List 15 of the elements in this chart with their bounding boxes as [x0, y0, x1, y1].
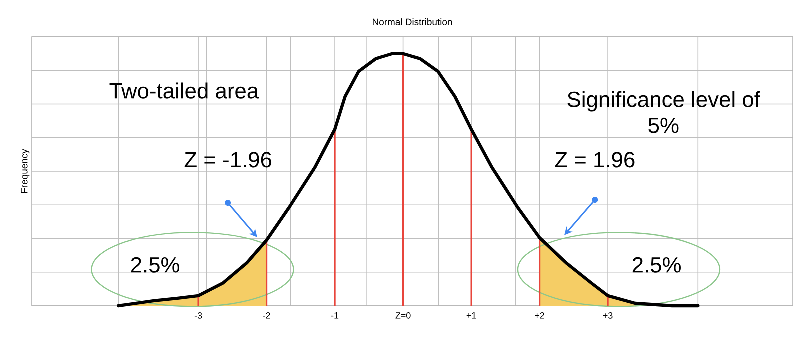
annotation: Significance level of 5%: [568, 91, 760, 134]
x-tick-label: -3: [194, 312, 202, 319]
x-tick-label: -1: [331, 312, 339, 319]
y-axis-title: Frequency: [21, 149, 30, 194]
x-tick-label: -2: [263, 312, 270, 319]
annotation: Two-tailed area: [110, 82, 260, 99]
x-tick-label: Z=0: [396, 312, 411, 319]
annotation: Z = 1.96: [555, 152, 635, 168]
chart-title: Normal Distribution: [373, 18, 452, 26]
annotation: 2.5%: [131, 257, 180, 273]
x-tick-label: +2: [535, 312, 544, 319]
annotation: Z = -1.96: [184, 152, 272, 168]
annotation: 2.5%: [632, 257, 681, 273]
x-tick-label: +1: [466, 312, 476, 319]
x-tick-label: +3: [603, 312, 613, 319]
